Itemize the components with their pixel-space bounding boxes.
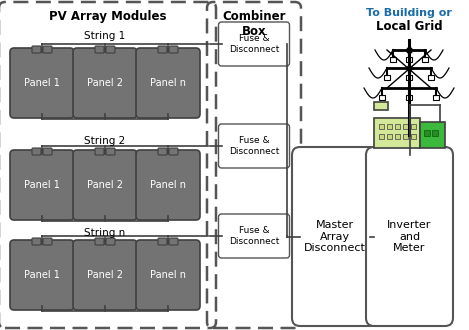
Bar [406,95,412,100]
Text: String n: String n [84,228,126,238]
Bar [428,75,434,80]
Text: Combiner
Box: Combiner Box [222,10,286,38]
Bar [403,124,408,129]
FancyBboxPatch shape [73,48,137,118]
Bar [406,75,412,80]
FancyBboxPatch shape [106,46,115,53]
Text: Fuse &
Disconnect: Fuse & Disconnect [229,136,279,156]
FancyBboxPatch shape [43,148,52,155]
FancyBboxPatch shape [10,240,74,310]
FancyBboxPatch shape [158,148,167,155]
FancyBboxPatch shape [73,240,137,310]
FancyBboxPatch shape [10,150,74,220]
FancyBboxPatch shape [10,48,74,118]
FancyBboxPatch shape [136,48,200,118]
FancyBboxPatch shape [292,147,378,326]
Bar [395,124,400,129]
FancyBboxPatch shape [95,148,104,155]
Bar [403,134,408,139]
Bar [432,130,438,136]
FancyBboxPatch shape [158,46,167,53]
FancyBboxPatch shape [106,238,115,245]
FancyBboxPatch shape [106,148,115,155]
Bar [379,134,384,139]
FancyBboxPatch shape [366,147,453,326]
FancyBboxPatch shape [136,240,200,310]
Text: Inverter
and
Meter: Inverter and Meter [387,220,431,253]
Text: To Building or: To Building or [366,8,452,18]
Bar [411,134,416,139]
FancyBboxPatch shape [95,46,104,53]
Bar [390,57,396,62]
FancyBboxPatch shape [136,150,200,220]
FancyBboxPatch shape [95,238,104,245]
Text: Panel 1: Panel 1 [24,78,60,88]
Text: String 2: String 2 [84,136,126,146]
Bar [424,130,430,136]
Bar [374,118,420,148]
FancyBboxPatch shape [32,238,41,245]
FancyBboxPatch shape [169,148,178,155]
FancyBboxPatch shape [32,46,41,53]
FancyBboxPatch shape [43,238,52,245]
Bar [406,57,412,62]
Text: Panel n: Panel n [150,78,186,88]
Text: Panel 2: Panel 2 [87,78,123,88]
Text: Local Grid: Local Grid [376,20,442,33]
Text: Master
Array
Disconnect: Master Array Disconnect [304,220,366,253]
Text: Panel 1: Panel 1 [24,270,60,280]
Bar [433,95,439,100]
Text: Panel 2: Panel 2 [87,180,123,190]
Bar [420,122,445,148]
Bar [387,124,392,129]
Text: Panel 1: Panel 1 [24,180,60,190]
Bar [422,57,428,62]
Text: Fuse &
Disconnect: Fuse & Disconnect [229,34,279,54]
Text: Panel n: Panel n [150,270,186,280]
Bar [374,102,388,110]
FancyBboxPatch shape [169,46,178,53]
Text: PV Array Modules: PV Array Modules [49,10,166,23]
FancyBboxPatch shape [73,150,137,220]
FancyBboxPatch shape [43,46,52,53]
Bar [384,75,390,80]
FancyBboxPatch shape [32,148,41,155]
Text: Panel 2: Panel 2 [87,270,123,280]
Text: Fuse &
Disconnect: Fuse & Disconnect [229,226,279,246]
FancyBboxPatch shape [219,124,289,168]
Bar [395,134,400,139]
FancyBboxPatch shape [169,238,178,245]
Bar [411,124,416,129]
Bar [379,95,385,100]
Text: Panel n: Panel n [150,180,186,190]
Text: String 1: String 1 [84,31,126,41]
FancyBboxPatch shape [158,238,167,245]
Bar [379,124,384,129]
Bar [387,134,392,139]
FancyBboxPatch shape [219,214,289,258]
FancyBboxPatch shape [219,22,289,66]
